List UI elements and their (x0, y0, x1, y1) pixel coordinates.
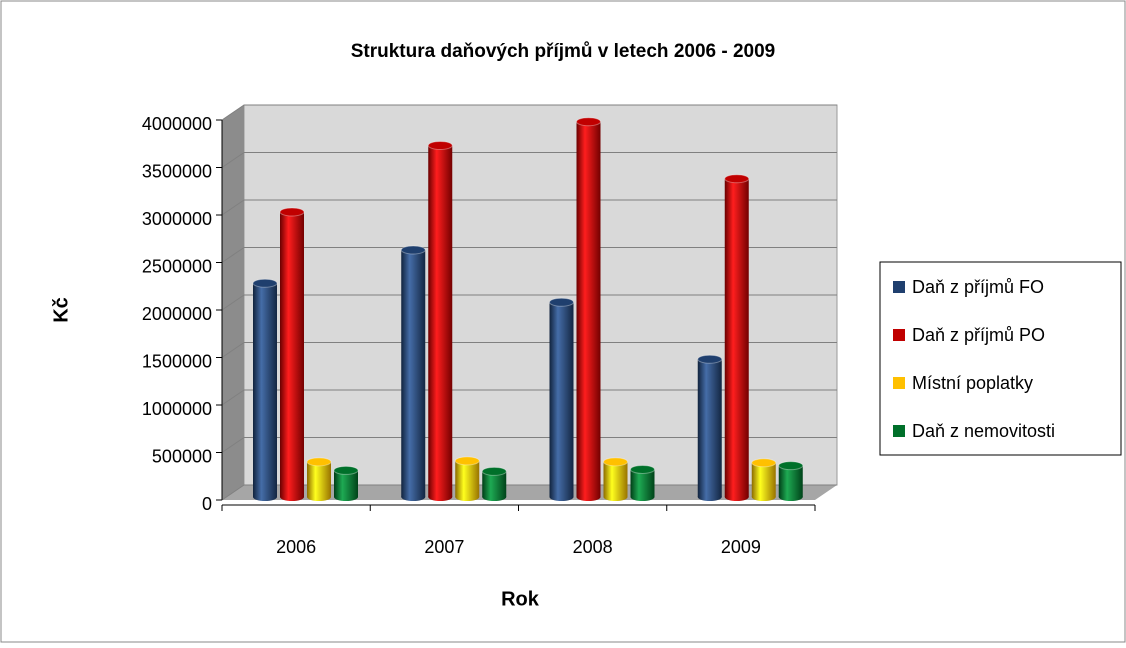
grid-line (221, 199, 245, 216)
bar-cap (306, 457, 332, 467)
bar-cap (603, 457, 628, 467)
legend-swatch (893, 377, 905, 389)
y-tick-label: 500000 (152, 446, 212, 466)
bar (280, 212, 304, 497)
legend-label: Daň z nemovitosti (912, 421, 1055, 441)
bar (307, 461, 331, 497)
x-axis-label: Rok (501, 588, 540, 610)
x-tick-label: 2008 (573, 537, 613, 557)
legend-label: Daň z příjmů FO (912, 277, 1044, 297)
y-tick-label: 2500000 (142, 256, 212, 276)
bar (428, 145, 453, 497)
floor (222, 485, 837, 500)
bar-cap (576, 117, 601, 127)
bar (603, 461, 628, 497)
bar (549, 302, 574, 497)
bar-cap (697, 354, 723, 364)
x-tick-label: 2009 (721, 537, 761, 557)
bar-cap (751, 458, 777, 468)
bar-cap (400, 245, 426, 255)
bar (630, 469, 655, 497)
bar-cap (427, 141, 453, 150)
bar-cap (333, 465, 359, 475)
grid-line (221, 294, 245, 311)
x-tick-label: 2006 (276, 537, 316, 557)
bar (482, 471, 507, 497)
y-tick-label: 3500000 (142, 161, 212, 181)
legend-swatch (893, 425, 905, 437)
bar (724, 178, 749, 497)
bar-cap (252, 278, 278, 288)
bar (401, 250, 426, 497)
x-tick-label: 2007 (424, 537, 464, 557)
grid-line (221, 484, 245, 501)
grid-line (221, 389, 245, 406)
bar (697, 359, 722, 497)
grid-line (221, 342, 245, 358)
bar-cap (549, 297, 574, 307)
grid-line (221, 437, 245, 453)
bar (334, 470, 358, 497)
y-tick-label: 2000000 (142, 304, 212, 324)
bar (253, 283, 277, 497)
grid-line (221, 104, 245, 121)
y-tick-label: 1500000 (142, 351, 212, 371)
bar (455, 460, 480, 497)
bar (751, 462, 776, 497)
bar (576, 121, 601, 497)
legend-box (879, 261, 1122, 456)
y-tick-label: 3000000 (142, 209, 212, 229)
y-tick-label: 4000000 (142, 114, 212, 134)
bar (778, 465, 803, 497)
legend-swatch (893, 281, 905, 293)
bar-cap (279, 207, 305, 217)
chart-title: Struktura daňových příjmů v letech 2006 … (351, 41, 776, 62)
legend-label: Místní poplatky (912, 373, 1033, 393)
y-axis-label: Kč (50, 297, 72, 323)
y-tick-label: 1000000 (142, 399, 212, 419)
legend-label: Daň z příjmů PO (912, 325, 1045, 345)
bar-cap (778, 461, 804, 471)
bar-cap (724, 174, 750, 184)
legend-swatch (893, 329, 905, 341)
y-tick-label: 0 (202, 494, 212, 514)
grid-line (221, 247, 245, 263)
grid-line (221, 152, 245, 168)
bar-cap (630, 464, 655, 474)
bar-cap (454, 456, 480, 466)
bar-cap (481, 466, 507, 476)
